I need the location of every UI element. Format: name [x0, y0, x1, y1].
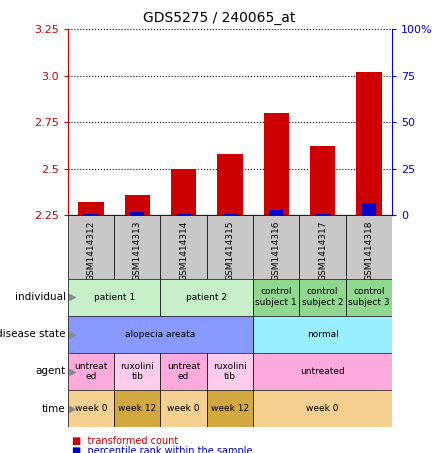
Bar — [217, 154, 243, 215]
Bar — [264, 113, 289, 215]
Bar — [114, 390, 160, 427]
Bar — [160, 353, 207, 390]
Text: alopecia areata: alopecia areata — [125, 330, 196, 339]
Text: week 0: week 0 — [306, 404, 339, 413]
Bar — [114, 353, 160, 390]
Text: GSM1414318: GSM1414318 — [364, 220, 373, 281]
Text: patient 1: patient 1 — [94, 293, 135, 302]
Text: GSM1414313: GSM1414313 — [133, 220, 142, 281]
Text: individual: individual — [15, 292, 66, 302]
Text: control
subject 3: control subject 3 — [348, 288, 390, 307]
Bar — [269, 210, 283, 215]
Bar — [160, 215, 207, 279]
Bar — [160, 279, 253, 316]
Bar — [207, 353, 253, 390]
Bar — [346, 279, 392, 316]
Text: untreated: untreated — [300, 367, 345, 376]
Bar — [68, 279, 160, 316]
Bar — [68, 316, 253, 353]
Text: normal: normal — [307, 330, 339, 339]
Bar — [177, 214, 191, 215]
Bar — [207, 390, 253, 427]
Text: GDS5275 / 240065_at: GDS5275 / 240065_at — [143, 11, 295, 25]
Text: GSM1414316: GSM1414316 — [272, 220, 281, 281]
Bar — [356, 72, 381, 215]
Bar — [253, 353, 392, 390]
Text: control
subject 1: control subject 1 — [255, 288, 297, 307]
Bar — [253, 279, 300, 316]
Bar — [68, 353, 114, 390]
Text: ■  percentile rank within the sample: ■ percentile rank within the sample — [72, 446, 253, 453]
Text: ▶: ▶ — [66, 292, 76, 302]
Bar — [207, 215, 253, 279]
Bar — [223, 214, 237, 215]
Text: untreat
ed: untreat ed — [167, 362, 200, 381]
Bar — [114, 215, 160, 279]
Text: ▶: ▶ — [66, 404, 76, 414]
Text: ▶: ▶ — [66, 366, 76, 376]
Bar — [362, 202, 376, 215]
Text: GSM1414312: GSM1414312 — [87, 220, 95, 280]
Bar — [346, 215, 392, 279]
Text: patient 2: patient 2 — [186, 293, 227, 302]
Text: untreat
ed: untreat ed — [74, 362, 108, 381]
Bar — [300, 215, 346, 279]
Bar — [68, 390, 114, 427]
Text: time: time — [42, 404, 66, 414]
Text: disease state: disease state — [0, 329, 66, 339]
Text: ruxolini
tib: ruxolini tib — [120, 362, 154, 381]
Bar — [300, 279, 346, 316]
Text: agent: agent — [35, 366, 66, 376]
Bar — [131, 212, 145, 215]
Bar — [253, 390, 392, 427]
Text: GSM1414315: GSM1414315 — [226, 220, 234, 281]
Bar — [315, 214, 329, 215]
Bar — [68, 215, 114, 279]
Text: week 12: week 12 — [211, 404, 249, 413]
Bar — [84, 214, 98, 215]
Text: control
subject 2: control subject 2 — [302, 288, 343, 307]
Bar — [124, 195, 150, 215]
Text: ▶: ▶ — [66, 329, 76, 339]
Text: week 12: week 12 — [118, 404, 156, 413]
Text: GSM1414317: GSM1414317 — [318, 220, 327, 281]
Bar — [78, 202, 104, 215]
Bar — [253, 215, 300, 279]
Text: GSM1414314: GSM1414314 — [179, 220, 188, 280]
Bar — [171, 169, 196, 215]
Text: week 0: week 0 — [167, 404, 200, 413]
Text: week 0: week 0 — [75, 404, 107, 413]
Bar — [253, 316, 392, 353]
Text: ruxolini
tib: ruxolini tib — [213, 362, 247, 381]
Bar — [310, 146, 335, 215]
Bar — [160, 390, 207, 427]
Text: ■  transformed count: ■ transformed count — [72, 436, 179, 446]
